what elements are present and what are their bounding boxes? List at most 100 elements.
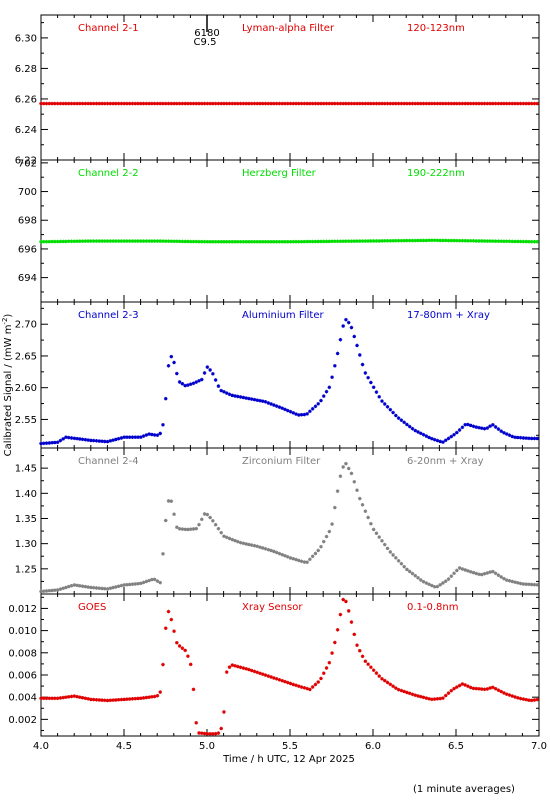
data-point [274,101,279,106]
data-point [172,239,176,244]
data-point [114,698,118,702]
data-point [341,239,345,244]
data-point [58,438,63,443]
data-point [388,407,393,412]
data-point [66,101,71,106]
data-point [468,685,473,690]
data-point [527,239,531,244]
data-point [216,731,221,735]
data-point [94,239,99,243]
data-point [418,101,423,106]
data-point [324,666,329,670]
data-point [39,239,43,244]
data-point [89,697,93,702]
data-point [488,570,492,574]
data-point [269,101,273,106]
data-point [78,239,82,243]
data-point [468,101,473,106]
data-point [360,239,365,243]
data-point [374,101,379,106]
data-point [380,539,384,543]
data-point [100,698,104,702]
data-point [172,512,176,516]
data-point [374,390,379,394]
data-point [385,405,390,409]
data-point [344,317,348,322]
data-point [66,584,71,589]
data-point [324,389,329,394]
data-point [274,550,279,555]
data-point [502,430,506,435]
data-point [474,101,479,106]
data-point [299,101,304,106]
data-point [199,517,204,522]
data-point [177,644,182,648]
panel-filter-label: Zirconium Filter [242,456,321,467]
data-point [89,438,93,443]
data-point [421,579,426,584]
data-point [443,438,448,443]
data-point [211,372,215,376]
data-point [391,684,395,688]
data-point [499,101,503,106]
data-point [504,432,509,436]
data-point [97,101,102,106]
data-point [147,239,151,243]
data-point [213,378,218,382]
data-point [532,582,537,587]
data-point [388,238,393,243]
data-point [105,101,110,106]
data-point [219,388,223,393]
data-point [230,239,235,244]
data-point [127,582,132,587]
data-point [499,575,503,579]
y-tick-label: 6.26 [15,94,37,105]
data-point [344,461,348,466]
data-point [504,101,509,106]
data-point [346,320,351,325]
data-point [424,696,429,700]
data-point [407,691,412,696]
data-point [283,101,287,106]
data-point [418,694,423,699]
data-point [233,664,237,668]
data-point [114,437,118,442]
data-point [100,239,104,243]
data-point [427,435,431,440]
data-point [396,558,401,563]
data-point [502,101,506,106]
data-point [53,588,57,593]
data-point [463,238,467,243]
data-point [72,101,77,106]
data-point [263,673,268,677]
data-point [297,413,301,417]
data-point [513,580,517,584]
data-point [227,536,232,541]
data-point [94,697,99,702]
data-point [499,429,503,433]
data-point [438,582,442,587]
data-point [460,238,465,243]
x-tick-label: 7.0 [531,741,547,752]
data-point [313,101,318,106]
data-point [244,667,248,671]
data-point [360,101,365,106]
data-point [488,686,492,690]
data-point [385,680,390,685]
data-point [491,685,495,690]
data-point [180,646,185,650]
data-point [491,239,495,243]
data-point [272,239,276,244]
data-point [105,439,110,444]
data-point [482,239,487,243]
data-point [244,542,248,546]
data-point [183,101,187,106]
data-point [371,385,376,390]
data-point [83,584,88,589]
data-point [91,239,96,243]
data-point [455,568,459,573]
data-point [294,683,298,688]
data-point [177,380,182,384]
data-point [280,552,284,557]
data-point [366,375,370,380]
